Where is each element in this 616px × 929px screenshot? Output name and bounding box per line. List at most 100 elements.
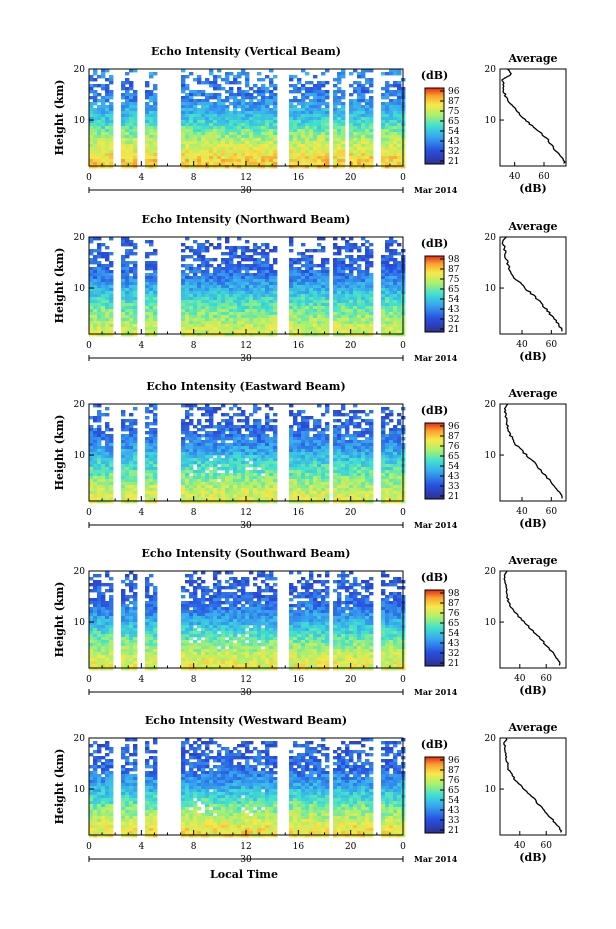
avg-x-tick-label: 40 [516,340,528,350]
x-tick-label: 8 [191,173,197,183]
average-profile-line [503,570,561,666]
y-tick-label: 20 [74,734,86,744]
x-tick-label: 20 [345,173,357,183]
colorbar-tick-label: 96 [448,87,460,97]
x-tick-label: 12 [240,341,251,351]
y-tick-label: 10 [74,785,86,795]
x-tick-label: 4 [138,675,144,685]
colorbar-tick-label: 87 [448,599,460,609]
colorbar-tick-label: 21 [448,325,459,335]
y-axis-label: Height (km) [53,415,66,491]
colorbar-tick-label: 87 [448,265,460,275]
average-title: Average [507,721,557,734]
date-right-label: Mar 2014 [414,854,458,864]
x-tick-label: 0 [400,842,406,852]
y-tick-label: 20 [74,567,86,577]
x-tick-label: 0 [86,508,92,518]
date-right-label: Mar 2014 [414,353,458,363]
avg-y-tick-label: 10 [485,284,497,294]
y-tick-label: 10 [74,451,86,461]
colorbar-tick-label: 87 [448,766,460,776]
heatmap-cells [89,404,406,504]
colorbar-unit: (dB) [421,237,448,250]
x-tick-label: 12 [240,675,251,685]
colorbar-unit: (dB) [421,69,448,82]
colorbar-tick-label: 54 [448,462,460,472]
avg-x-tick-label: 60 [540,674,552,684]
colorbar-tick-label: 43 [448,639,460,649]
colorbar-tick-label: 54 [448,295,460,305]
colorbar-tick-label: 96 [448,756,460,766]
avg-y-tick-label: 20 [485,400,497,410]
beam-panel-3: Echo Intensity (Southward Beam) 10 20 Heigh… [53,547,567,698]
colorbar [424,589,445,667]
avg-x-tick-label: 60 [540,841,552,851]
y-tick-label: 20 [74,400,86,410]
x-tick-label: 8 [191,508,197,518]
date-right-label: Mar 2014 [414,520,458,530]
y-tick-label: 10 [74,284,86,294]
avg-x-tick-label: 40 [514,674,526,684]
colorbar-tick-label: 54 [448,629,460,639]
x-tick-label: 0 [86,675,92,685]
avg-x-tick-label: 40 [516,507,528,517]
colorbar-unit: (dB) [421,404,448,417]
x-tick-label: 20 [345,675,357,685]
colorbar-tick-label: 43 [448,305,460,315]
x-tick-label: 12 [240,842,251,852]
colorbar-tick-label: 65 [448,452,460,462]
x-tick-label: 16 [293,842,305,852]
x-tick-label: 0 [400,173,406,183]
colorbar [424,87,445,165]
y-axis-label: Height (km) [53,248,66,324]
average-profile-line [503,737,563,833]
colorbar-tick-label: 32 [448,649,459,659]
date-center-label: 30 [240,855,252,865]
avg-x-label: (dB) [519,350,546,363]
average-profile-line [503,403,563,499]
avg-y-tick-label: 10 [485,785,497,795]
heatmap-cells [89,738,406,838]
avg-x-label: (dB) [519,517,546,530]
average-profile-line [501,236,563,332]
heatmap-cells [89,69,406,169]
y-axis-label: Height (km) [53,80,66,156]
average-title: Average [507,220,557,233]
panel-title: Echo Intensity (Vertical Beam) [151,45,341,58]
avg-x-tick-label: 60 [546,340,558,350]
colorbar-tick-label: 65 [448,786,460,796]
x-tick-label: 8 [191,675,197,685]
colorbar-tick-label: 21 [448,157,459,167]
x-tick-label: 20 [345,508,357,518]
colorbar-tick-label: 21 [448,492,459,502]
colorbar-unit: (dB) [421,738,448,751]
avg-x-label: (dB) [519,684,546,697]
avg-x-tick-label: 40 [509,172,521,182]
beam-panel-4: Echo Intensity (Westward Beam) 10 20 Height… [53,714,567,865]
average-frame [499,570,567,669]
avg-y-tick-label: 20 [485,734,497,744]
panel-title: Echo Intensity (Southward Beam) [142,547,351,560]
x-tick-label: 16 [293,341,305,351]
x-tick-label: 0 [86,173,92,183]
x-tick-label: 16 [293,173,305,183]
average-title: Average [507,52,557,65]
x-tick-label: 12 [240,508,251,518]
beam-panel-2: Echo Intensity (Eastward Beam) 10 20 Height… [53,380,567,531]
colorbar-tick-label: 21 [448,659,459,669]
colorbar-tick-label: 98 [448,589,460,599]
x-tick-label: 12 [240,173,251,183]
x-tick-label: 20 [345,341,357,351]
avg-x-label: (dB) [519,851,546,864]
x-tick-label: 8 [191,842,197,852]
avg-y-tick-label: 20 [485,567,497,577]
x-tick-label: 0 [86,341,92,351]
x-tick-label: 0 [400,675,406,685]
avg-x-tick-label: 60 [546,507,558,517]
colorbar-tick-label: 43 [448,472,460,482]
heatmap-cells [89,237,406,337]
colorbar-tick-label: 43 [448,806,460,816]
x-tick-label: 0 [400,508,406,518]
colorbar-tick-label: 32 [448,315,459,325]
